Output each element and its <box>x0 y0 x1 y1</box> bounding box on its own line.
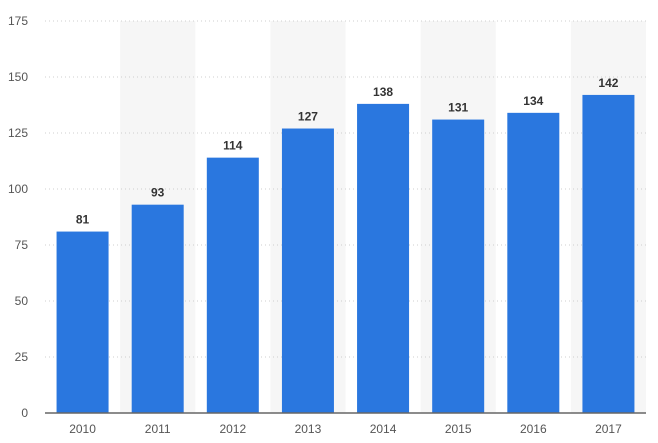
x-tick-label: 2010 <box>69 422 96 436</box>
x-tick-label: 2017 <box>595 422 622 436</box>
x-tick-label: 2013 <box>295 422 322 436</box>
y-tick-label: 75 <box>15 238 29 252</box>
x-tick-label: 2012 <box>219 422 246 436</box>
data-label-2017: 142 <box>598 76 618 90</box>
x-tick-label: 2015 <box>445 422 472 436</box>
data-label-2013: 127 <box>298 110 318 124</box>
data-labels: 81 93 114 127 138 131 134 142 <box>76 76 619 227</box>
bar-2012[interactable] <box>206 157 259 413</box>
x-axis-ticks: 2010 2011 2012 2013 2014 2015 2016 2017 <box>69 422 622 436</box>
y-tick-label: 175 <box>8 14 28 28</box>
bar-2017[interactable] <box>582 94 635 414</box>
x-tick-label: 2011 <box>145 422 171 436</box>
x-tick-label: 2014 <box>370 422 397 436</box>
y-tick-label: 25 <box>15 350 29 364</box>
x-tick-label: 2016 <box>520 422 547 436</box>
bar-2011[interactable] <box>131 204 184 413</box>
y-axis-ticks: 0 25 50 75 100 125 150 175 <box>8 14 28 420</box>
data-label-2010: 81 <box>76 213 90 227</box>
data-label-2012: 114 <box>223 139 243 153</box>
data-label-2011: 93 <box>151 186 165 200</box>
bar-2015[interactable] <box>432 119 485 413</box>
data-label-2016: 134 <box>523 94 543 108</box>
y-tick-label: 50 <box>15 294 29 308</box>
data-label-2014: 138 <box>373 85 393 99</box>
y-tick-label: 125 <box>8 126 28 140</box>
y-tick-label: 100 <box>8 182 28 196</box>
y-tick-label: 0 <box>21 406 28 420</box>
bar-2013[interactable] <box>281 128 334 413</box>
bar-2014[interactable] <box>357 103 410 413</box>
bar-2016[interactable] <box>507 112 560 413</box>
y-tick-label: 150 <box>8 70 28 84</box>
bar-2010[interactable] <box>56 231 109 413</box>
bars <box>56 94 635 414</box>
data-label-2015: 131 <box>448 101 468 115</box>
